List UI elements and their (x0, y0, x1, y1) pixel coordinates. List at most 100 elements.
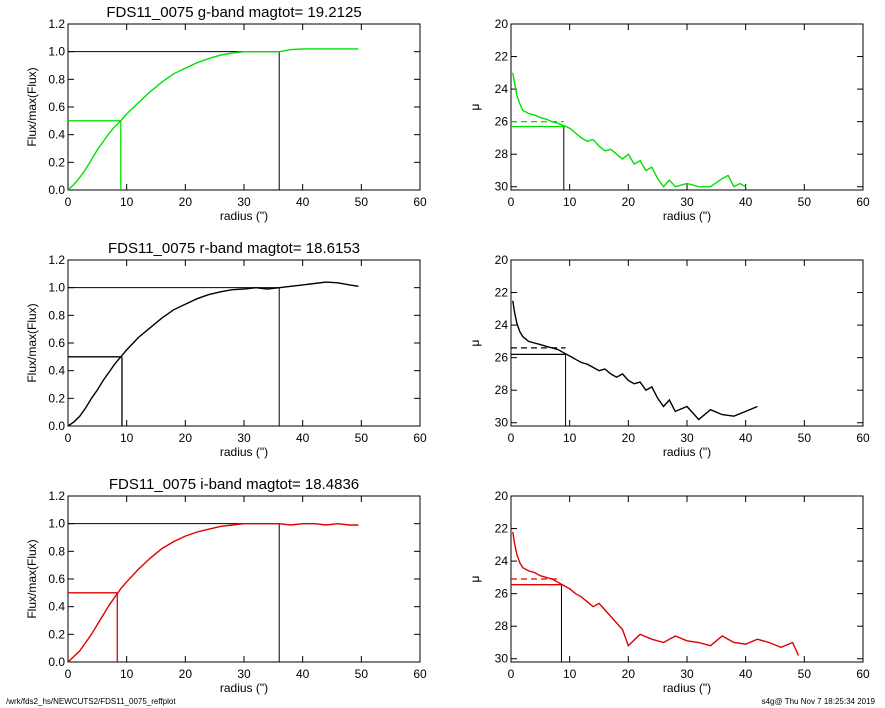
y-tick-label: 22 (495, 50, 509, 64)
y-tick-label: 1.0 (48, 45, 65, 59)
y-tick-label: 24 (495, 82, 509, 96)
chart-panel: 0 10 20 30 40 50 60 0.0 0.2 0.4 0.6 0.8 1.0 1.2 radius… (25, 476, 427, 695)
x-tick-label: 10 (563, 195, 577, 209)
y-tick-label: 28 (495, 619, 509, 633)
x-tick-label: 40 (739, 667, 753, 681)
y-axis-label: μ (468, 575, 482, 582)
x-tick-label: 60 (856, 667, 870, 681)
x-tick-label: 20 (179, 431, 193, 445)
x-tick-label: 30 (237, 195, 251, 209)
y-tick-label: 0.2 (48, 391, 65, 405)
axes-frame (510, 259, 864, 427)
x-tick-label: 50 (355, 667, 369, 681)
x-tick-label: 10 (563, 667, 577, 681)
y-tick-label: 20 (495, 17, 509, 31)
x-tick-label: 50 (798, 195, 812, 209)
y-tick-label: 28 (495, 147, 509, 161)
y-axis-label: μ (468, 103, 482, 110)
x-tick-label: 40 (296, 431, 310, 445)
y-axis-label: Flux/max(Flux) (25, 67, 39, 146)
y-tick-label: 0.0 (48, 183, 65, 197)
y-tick-label: 0.0 (48, 655, 65, 669)
x-tick-label: 40 (739, 431, 753, 445)
y-tick-label: 0.4 (48, 128, 65, 142)
y-tick-label: 0.6 (48, 336, 65, 350)
x-tick-label: 0 (65, 195, 72, 209)
y-tick-label: 0.8 (48, 544, 65, 558)
y-tick-label: 24 (495, 554, 509, 568)
chart-title: FDS11_0075 g-band magtot= 19.2125 (106, 4, 361, 21)
chart-title: FDS11_0075 r-band magtot= 18.6153 (108, 240, 360, 257)
x-tick-label: 0 (65, 431, 72, 445)
x-tick-label: 30 (680, 431, 694, 445)
y-tick-label: 1.2 (48, 253, 65, 267)
series-line (68, 48, 359, 190)
x-axis-label: radius (") (663, 445, 711, 459)
chart-panel: 0 10 20 30 40 50 60 0.0 0.2 0.4 0.6 0.8 1.0 1.2 radius… (25, 240, 427, 459)
series-line (512, 531, 800, 656)
y-tick-label: 0.0 (48, 419, 65, 433)
x-axis-label: radius (") (663, 209, 711, 223)
x-axis-label: radius (") (220, 681, 268, 695)
x-tick-label: 30 (237, 667, 251, 681)
axes-frame (67, 495, 421, 663)
y-tick-label: 20 (495, 253, 509, 267)
y-tick-label: 26 (495, 115, 509, 129)
x-tick-label: 20 (622, 195, 636, 209)
x-tick-label: 60 (856, 431, 870, 445)
x-tick-label: 0 (508, 431, 515, 445)
y-tick-label: 0.8 (48, 308, 65, 322)
x-axis-label: radius (") (220, 209, 268, 223)
y-tick-label: 26 (495, 587, 509, 601)
x-tick-label: 20 (622, 431, 636, 445)
series-line (512, 300, 758, 421)
footer-file-path: /wrk/fds2_hs/NEWCUTS2/FDS11_0075_reffplo… (6, 697, 176, 706)
x-tick-label: 30 (237, 431, 251, 445)
series-line (68, 281, 359, 426)
x-tick-label: 50 (798, 431, 812, 445)
y-tick-label: 30 (495, 416, 509, 430)
y-tick-label: 22 (495, 522, 509, 536)
x-axis-label: radius (") (220, 445, 268, 459)
x-tick-label: 40 (296, 667, 310, 681)
axes-frame (510, 495, 864, 663)
y-tick-label: 30 (495, 180, 509, 194)
chart-panel: 0 10 20 30 40 50 60 0.0 0.2 0.4 0.6 0.8 1.0 1.2 radius… (25, 4, 427, 223)
y-tick-label: 0.6 (48, 100, 65, 114)
x-tick-label: 0 (508, 667, 515, 681)
footer-timestamp: s4g@ Thu Nov 7 18:25:34 2019 (761, 697, 875, 706)
x-tick-label: 10 (120, 667, 134, 681)
y-tick-label: 0.6 (48, 572, 65, 586)
y-tick-label: 1.0 (48, 517, 65, 531)
x-tick-label: 60 (856, 195, 870, 209)
y-tick-label: 1.2 (48, 489, 65, 503)
y-tick-label: 22 (495, 286, 509, 300)
y-tick-label: 1.0 (48, 281, 65, 295)
x-tick-label: 10 (120, 195, 134, 209)
x-tick-label: 20 (622, 667, 636, 681)
x-tick-label: 60 (413, 431, 427, 445)
y-tick-label: 24 (495, 318, 509, 332)
x-tick-label: 60 (413, 667, 427, 681)
y-axis-label: μ (468, 339, 482, 346)
axes-frame (67, 259, 421, 427)
x-tick-label: 40 (296, 195, 310, 209)
x-tick-label: 50 (355, 195, 369, 209)
x-tick-label: 60 (413, 195, 427, 209)
series-line (68, 522, 359, 662)
series-line (512, 72, 747, 188)
y-tick-label: 0.2 (48, 155, 65, 169)
y-axis-label: Flux/max(Flux) (25, 303, 39, 382)
x-tick-label: 20 (179, 667, 193, 681)
y-tick-label: 20 (495, 489, 509, 503)
x-tick-label: 10 (120, 431, 134, 445)
x-tick-label: 0 (508, 195, 515, 209)
x-axis-label: radius (") (663, 681, 711, 695)
y-tick-label: 0.4 (48, 600, 65, 614)
x-tick-label: 0 (65, 667, 72, 681)
y-tick-label: 0.4 (48, 364, 65, 378)
x-tick-label: 20 (179, 195, 193, 209)
